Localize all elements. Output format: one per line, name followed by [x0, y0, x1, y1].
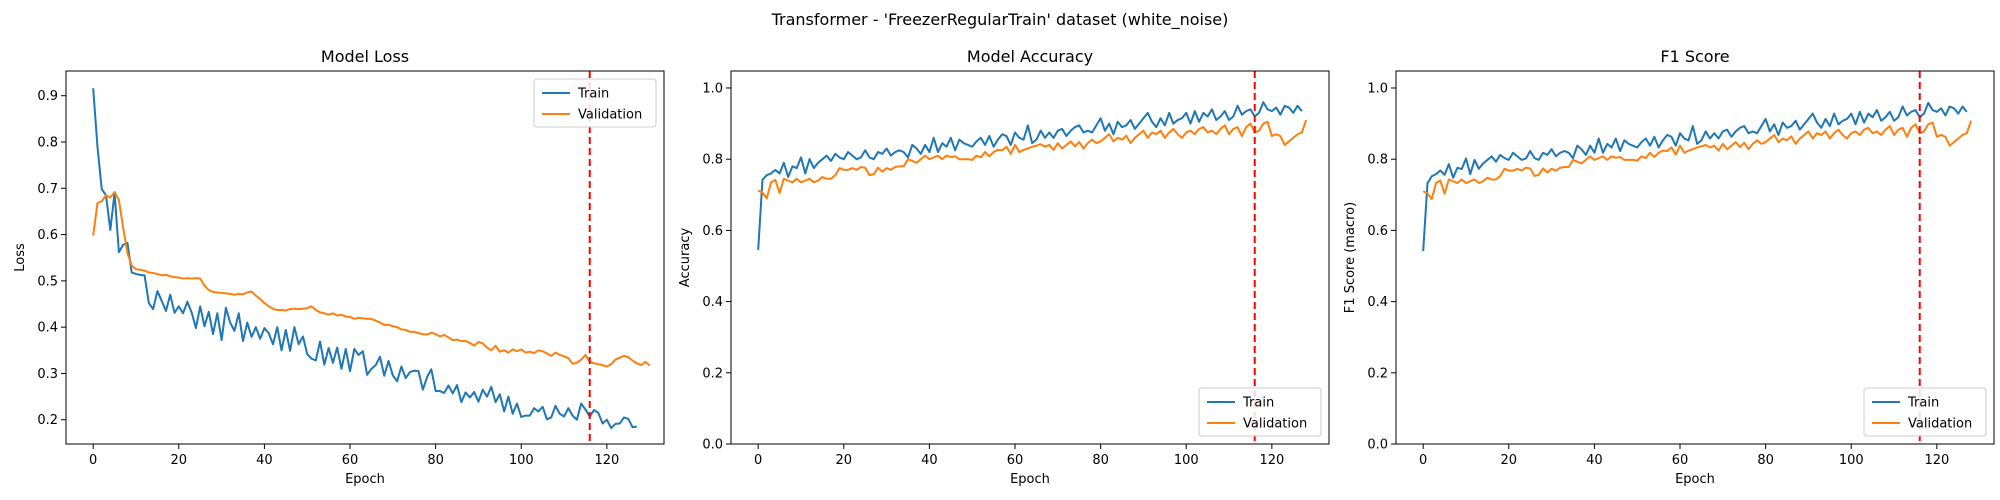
x-tick-label: 120 [594, 453, 619, 468]
legend-label-train: Train [577, 87, 609, 102]
series-line-validation [757, 119, 1308, 200]
x-tick-label: 60 [1672, 453, 1689, 468]
x-axis-label: Epoch [345, 472, 385, 487]
series-line-train [757, 101, 1303, 251]
legend: Train Validation [533, 78, 657, 128]
plot-area [92, 71, 651, 444]
y-tick-label: 1.0 [702, 81, 723, 96]
x-tick-label: 40 [1586, 453, 1603, 468]
subplot-title: F1 Score [1660, 47, 1729, 66]
y-axis-label: Loss [13, 243, 28, 272]
axes-frame [730, 70, 1330, 445]
legend: Train Validation [1198, 387, 1322, 437]
y-tick-label: 0.2 [37, 413, 58, 428]
figure-suptitle: Transformer - 'FreezerRegularTrain' data… [771, 10, 1229, 30]
legend-label-validation: Validation [1908, 417, 1972, 432]
x-tick-label: 60 [342, 453, 359, 468]
subplot-title: Model Accuracy [967, 47, 1093, 66]
x-tick-label: 100 [1174, 453, 1199, 468]
x-tick-label: 60 [1007, 453, 1024, 468]
y-axis-label: F1 Score (macro) [1343, 202, 1358, 313]
y-tick-label: 1.0 [1367, 81, 1388, 96]
series-line-train [1422, 101, 1968, 252]
y-tick-label: 0.8 [1367, 153, 1388, 168]
x-tick-label: 40 [256, 453, 273, 468]
x-tick-label: 0 [1419, 453, 1427, 468]
axes-background [66, 71, 664, 444]
y-tick-label: 0.4 [702, 295, 723, 310]
y-tick-label: 0.4 [37, 321, 58, 336]
x-tick-label: 20 [836, 453, 853, 468]
y-tick-label: 0.8 [37, 136, 58, 151]
legend: Train Validation [1863, 387, 1987, 437]
x-tick-label: 80 [427, 453, 444, 468]
y-tick-label: 0.0 [702, 438, 723, 453]
x-tick-label: 120 [1259, 453, 1284, 468]
y-tick-label: 0.6 [702, 224, 723, 239]
y-tick-label: 0.7 [37, 182, 58, 197]
legend-label-train: Train [1907, 396, 1939, 411]
subplot-3: 0 20 40 60 80 100 120 0.0 0.2 0.4 0.6 0.8 1.0 F1 Scor… [1343, 47, 1995, 487]
y-tick-label: 0.4 [1367, 295, 1388, 310]
series-line-validation [1422, 120, 1973, 201]
plot-area [1422, 71, 1973, 444]
x-tick-label: 100 [1839, 453, 1864, 468]
y-tick-label: 0.0 [1367, 438, 1388, 453]
subplot-1: 0 20 40 60 80 100 120 0.2 0.3 0.4 0.5 0.6 0.7 0.8 0.9 M… [13, 47, 665, 487]
x-tick-label: 20 [1501, 453, 1518, 468]
series-line-validation [92, 191, 651, 368]
subplots: 0 20 40 60 80 100 120 0.2 0.3 0.4 0.5 0.6 0.7 0.8 0.9 M… [13, 47, 1995, 487]
y-tick-label: 0.8 [702, 153, 723, 168]
legend-label-train: Train [1242, 396, 1274, 411]
y-tick-label: 0.2 [702, 366, 723, 381]
x-tick-label: 0 [89, 453, 97, 468]
x-tick-label: 0 [754, 453, 762, 468]
y-tick-label: 0.2 [1367, 366, 1388, 381]
plot-area [757, 71, 1308, 444]
axes-frame [1395, 70, 1995, 445]
x-tick-label: 20 [171, 453, 188, 468]
x-axis-label: Epoch [1010, 472, 1050, 487]
subplot-title: Model Loss [321, 47, 409, 66]
axes-frame [65, 70, 665, 445]
x-tick-label: 40 [921, 453, 938, 468]
y-axis-label: Accuracy [678, 228, 693, 288]
x-tick-label: 80 [1757, 453, 1774, 468]
y-tick-label: 0.5 [37, 274, 58, 289]
series-line-train [92, 88, 637, 430]
y-tick-label: 0.9 [37, 89, 58, 104]
legend-label-validation: Validation [1243, 417, 1307, 432]
x-axis-label: Epoch [1675, 472, 1715, 487]
x-tick-label: 120 [1924, 453, 1949, 468]
y-tick-label: 0.6 [37, 228, 58, 243]
y-tick-label: 0.3 [37, 367, 58, 382]
y-tick-label: 0.6 [1367, 224, 1388, 239]
legend-label-validation: Validation [578, 108, 642, 123]
x-tick-label: 80 [1092, 453, 1109, 468]
x-tick-label: 100 [509, 453, 534, 468]
subplot-2: 0 20 40 60 80 100 120 0.0 0.2 0.4 0.6 0.8 1.0 Model A… [678, 47, 1330, 487]
